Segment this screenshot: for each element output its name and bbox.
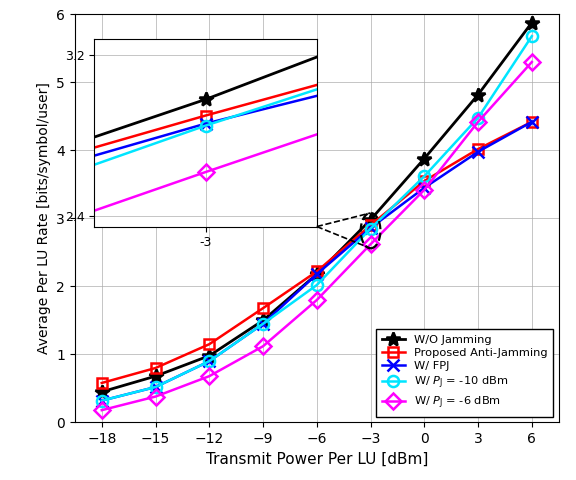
Proposed Anti-Jamming (528, 119, 535, 125)
W/ $P_{\rm J}$ = -6 dBm (421, 187, 428, 193)
W/ FPJ (528, 119, 535, 125)
Proposed Anti-Jamming (313, 269, 320, 275)
W/ $P_{\rm J}$ = -10 dBm (206, 358, 213, 364)
W/ FPJ (152, 384, 159, 390)
Proposed Anti-Jamming (421, 178, 428, 184)
W/ FPJ (313, 271, 320, 277)
W/ $P_{\rm J}$ = -6 dBm (367, 241, 374, 247)
W/ FPJ (475, 149, 482, 155)
W/ $P_{\rm J}$ = -10 dBm (313, 282, 320, 288)
W/ $P_{\rm J}$ = -6 dBm (528, 59, 535, 65)
W/ $P_{\rm J}$ = -10 dBm (475, 115, 482, 120)
W/O Jamming (367, 217, 374, 223)
W/O Jamming (152, 373, 159, 379)
W/ $P_{\rm J}$ = -6 dBm (260, 343, 267, 349)
Line: W/ $P_{\rm J}$ = -10 dBm: W/ $P_{\rm J}$ = -10 dBm (96, 31, 537, 406)
W/ $P_{\rm J}$ = -6 dBm (98, 407, 105, 413)
W/ $P_{\rm J}$ = -10 dBm (367, 226, 374, 231)
X-axis label: Transmit Power Per LU [dBm]: Transmit Power Per LU [dBm] (206, 452, 428, 467)
W/O Jamming (421, 156, 428, 161)
W/O Jamming (98, 389, 105, 395)
Legend: W/O Jamming, Proposed Anti-Jamming, W/ FPJ, W/ $P_{\rm J}$ = -10 dBm, W/ $P_{\rm: W/O Jamming, Proposed Anti-Jamming, W/ F… (376, 329, 553, 417)
Proposed Anti-Jamming (98, 380, 105, 386)
W/O Jamming (528, 20, 535, 25)
W/ FPJ (206, 358, 213, 364)
Proposed Anti-Jamming (367, 222, 374, 228)
W/ FPJ (421, 185, 428, 191)
W/O Jamming (260, 318, 267, 324)
W/ FPJ (98, 398, 105, 404)
W/ $P_{\rm J}$ = -6 dBm (206, 373, 213, 379)
Proposed Anti-Jamming (152, 365, 159, 371)
W/ $P_{\rm J}$ = -10 dBm (421, 173, 428, 179)
W/O Jamming (206, 353, 213, 359)
W/ $P_{\rm J}$ = -10 dBm (528, 33, 535, 39)
W/ $P_{\rm J}$ = -6 dBm (475, 119, 482, 125)
Line: W/O Jamming: W/O Jamming (95, 16, 539, 399)
W/ FPJ (260, 321, 267, 327)
W/O Jamming (313, 271, 320, 277)
W/ $P_{\rm J}$ = -10 dBm (152, 384, 159, 390)
W/ FPJ (367, 225, 374, 231)
W/ $P_{\rm J}$ = -10 dBm (260, 321, 267, 327)
Line: W/ FPJ: W/ FPJ (96, 116, 538, 407)
W/ $P_{\rm J}$ = -6 dBm (313, 297, 320, 303)
Line: Proposed Anti-Jamming: Proposed Anti-Jamming (97, 117, 537, 388)
W/ $P_{\rm J}$ = -10 dBm (98, 398, 105, 404)
W/ $P_{\rm J}$ = -6 dBm (152, 394, 159, 399)
W/O Jamming (475, 92, 482, 97)
Y-axis label: Average Per LU Rate [bits/symbol/user]: Average Per LU Rate [bits/symbol/user] (37, 83, 51, 354)
Proposed Anti-Jamming (260, 305, 267, 311)
Proposed Anti-Jamming (206, 341, 213, 347)
Line: W/ $P_{\rm J}$ = -6 dBm: W/ $P_{\rm J}$ = -6 dBm (96, 57, 537, 416)
Proposed Anti-Jamming (475, 146, 482, 152)
